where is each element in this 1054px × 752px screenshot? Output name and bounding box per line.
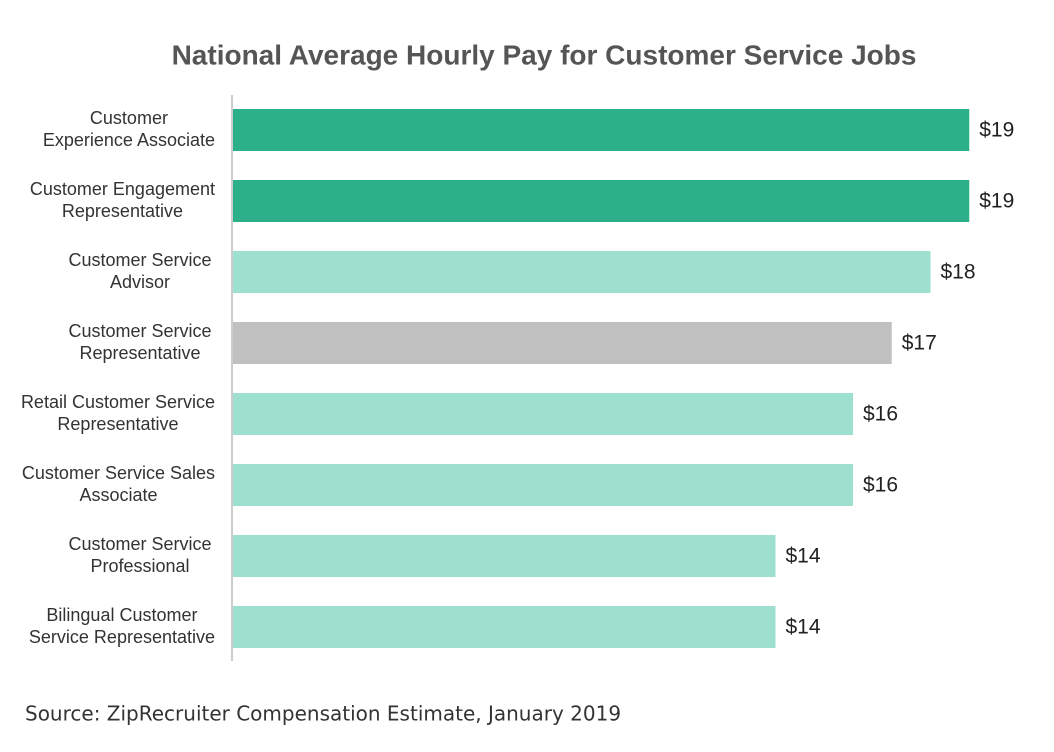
y-tick-label: Customer Service Representative — [68, 321, 211, 363]
bar — [233, 393, 853, 435]
y-tick-label: Customer Service Sales Associate — [22, 463, 215, 505]
value-label: $19 — [979, 190, 1014, 213]
y-tick-label: Bilingual Customer Service Representative — [29, 605, 215, 647]
bar — [233, 180, 970, 222]
value-label: $14 — [786, 616, 821, 639]
bar — [233, 464, 853, 506]
value-label: $19 — [979, 119, 1014, 142]
value-label: $17 — [902, 332, 937, 355]
value-label: $14 — [786, 545, 821, 568]
bar — [233, 322, 892, 364]
bar — [233, 535, 776, 577]
y-tick-label: Customer Service Professional — [68, 534, 211, 576]
chart-title: National Average Hourly Pay for Customer… — [172, 39, 917, 70]
bar — [233, 606, 776, 648]
value-label: $18 — [941, 261, 976, 284]
y-tick-label: Customer Experience Associate — [43, 108, 215, 150]
y-tick-label: Retail Customer Service Representative — [21, 392, 215, 434]
source-note: Source: ZipRecruiter Compensation Estima… — [25, 702, 621, 726]
y-tick-label: Customer Engagement Representative — [30, 179, 215, 221]
bar — [233, 109, 970, 151]
value-label: $16 — [863, 403, 898, 426]
value-label: $16 — [863, 474, 898, 497]
bar — [233, 251, 931, 293]
y-tick-label: Customer Service Advisor — [68, 250, 211, 292]
